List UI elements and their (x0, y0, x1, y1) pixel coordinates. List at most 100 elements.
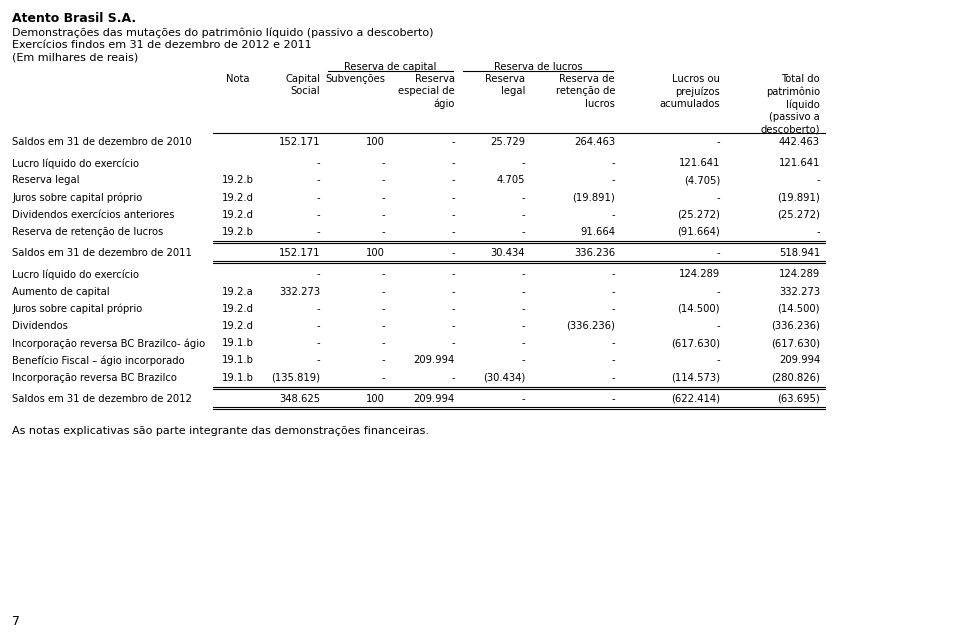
Text: 100: 100 (366, 137, 385, 147)
Text: -: - (317, 321, 320, 331)
Text: -: - (612, 338, 615, 348)
Text: (25.272): (25.272) (778, 210, 820, 220)
Text: -: - (381, 210, 385, 220)
Text: -: - (381, 175, 385, 186)
Text: (14.500): (14.500) (678, 304, 720, 314)
Text: 121.641: 121.641 (679, 158, 720, 168)
Text: -: - (716, 356, 720, 365)
Text: (617.630): (617.630) (671, 338, 720, 348)
Text: (280.826): (280.826) (771, 372, 820, 383)
Text: -: - (317, 356, 320, 365)
Text: 19.1.b: 19.1.b (222, 338, 254, 348)
Text: 209.994: 209.994 (414, 394, 455, 404)
Text: -: - (381, 356, 385, 365)
Text: (25.272): (25.272) (677, 210, 720, 220)
Text: (Em milhares de reais): (Em milhares de reais) (12, 52, 138, 62)
Text: -: - (612, 210, 615, 220)
Text: 209.994: 209.994 (779, 356, 820, 365)
Text: -: - (381, 286, 385, 297)
Text: (30.434): (30.434) (483, 372, 525, 383)
Text: 100: 100 (366, 394, 385, 404)
Text: 124.289: 124.289 (679, 270, 720, 279)
Text: 19.1.b: 19.1.b (222, 372, 254, 383)
Text: Reserva de
retenção de
lucros: Reserva de retenção de lucros (556, 74, 615, 108)
Text: (336.236): (336.236) (771, 321, 820, 331)
Text: Nota: Nota (227, 74, 250, 84)
Text: Reserva de retenção de lucros: Reserva de retenção de lucros (12, 227, 163, 237)
Text: Atento Brasil S.A.: Atento Brasil S.A. (12, 12, 136, 25)
Text: Incorporação reversa BC Brazilco: Incorporação reversa BC Brazilco (12, 372, 177, 383)
Text: Exercícios findos em 31 de dezembro de 2012 e 2011: Exercícios findos em 31 de dezembro de 2… (12, 40, 312, 50)
Text: 209.994: 209.994 (414, 356, 455, 365)
Text: 518.941: 518.941 (779, 248, 820, 258)
Text: (135.819): (135.819) (271, 372, 320, 383)
Text: -: - (716, 137, 720, 147)
Text: 19.2.d: 19.2.d (222, 210, 254, 220)
Text: 25.729: 25.729 (490, 137, 525, 147)
Text: Saldos em 31 de dezembro de 2010: Saldos em 31 de dezembro de 2010 (12, 137, 192, 147)
Text: 19.2.b: 19.2.b (222, 227, 254, 237)
Text: -: - (521, 356, 525, 365)
Text: -: - (451, 175, 455, 186)
Text: -: - (381, 270, 385, 279)
Text: 19.1.b: 19.1.b (222, 356, 254, 365)
Text: -: - (317, 338, 320, 348)
Text: Saldos em 31 de dezembro de 2011: Saldos em 31 de dezembro de 2011 (12, 248, 192, 258)
Text: -: - (716, 286, 720, 297)
Text: -: - (451, 372, 455, 383)
Text: 19.2.a: 19.2.a (222, 286, 253, 297)
Text: Reserva de capital: Reserva de capital (345, 62, 437, 72)
Text: Aumento de capital: Aumento de capital (12, 286, 109, 297)
Text: 336.236: 336.236 (574, 248, 615, 258)
Text: Lucro líquido do exercício: Lucro líquido do exercício (12, 158, 139, 169)
Text: -: - (381, 227, 385, 237)
Text: -: - (381, 158, 385, 168)
Text: -: - (381, 193, 385, 203)
Text: (14.500): (14.500) (778, 304, 820, 314)
Text: -: - (716, 248, 720, 258)
Text: -: - (381, 304, 385, 314)
Text: -: - (317, 158, 320, 168)
Text: -: - (612, 304, 615, 314)
Text: Juros sobre capital próprio: Juros sobre capital próprio (12, 304, 142, 315)
Text: -: - (451, 193, 455, 203)
Text: 100: 100 (366, 248, 385, 258)
Text: Reserva legal: Reserva legal (12, 175, 80, 186)
Text: -: - (381, 338, 385, 348)
Text: 264.463: 264.463 (574, 137, 615, 147)
Text: -: - (451, 210, 455, 220)
Text: 152.171: 152.171 (278, 137, 320, 147)
Text: (91.664): (91.664) (677, 227, 720, 237)
Text: -: - (612, 175, 615, 186)
Text: -: - (317, 210, 320, 220)
Text: -: - (317, 227, 320, 237)
Text: (19.891): (19.891) (572, 193, 615, 203)
Text: -: - (317, 175, 320, 186)
Text: 19.2.b: 19.2.b (222, 175, 254, 186)
Text: -: - (451, 304, 455, 314)
Text: -: - (451, 270, 455, 279)
Text: -: - (612, 286, 615, 297)
Text: 91.664: 91.664 (580, 227, 615, 237)
Text: -: - (521, 321, 525, 331)
Text: 4.705: 4.705 (496, 175, 525, 186)
Text: -: - (612, 394, 615, 404)
Text: (63.695): (63.695) (778, 394, 820, 404)
Text: -: - (381, 321, 385, 331)
Text: Capital
Social: Capital Social (285, 74, 320, 96)
Text: As notas explicativas são parte integrante das demonstrações financeiras.: As notas explicativas são parte integran… (12, 426, 429, 436)
Text: Dividendos exercícios anteriores: Dividendos exercícios anteriores (12, 210, 175, 220)
Text: -: - (521, 158, 525, 168)
Text: Saldos em 31 de dezembro de 2012: Saldos em 31 de dezembro de 2012 (12, 394, 192, 404)
Text: (19.891): (19.891) (778, 193, 820, 203)
Text: -: - (716, 321, 720, 331)
Text: 348.625: 348.625 (278, 394, 320, 404)
Text: -: - (521, 227, 525, 237)
Text: 442.463: 442.463 (779, 137, 820, 147)
Text: 19.2.d: 19.2.d (222, 321, 254, 331)
Text: -: - (816, 227, 820, 237)
Text: 30.434: 30.434 (491, 248, 525, 258)
Text: -: - (612, 270, 615, 279)
Text: -: - (612, 372, 615, 383)
Text: (4.705): (4.705) (684, 175, 720, 186)
